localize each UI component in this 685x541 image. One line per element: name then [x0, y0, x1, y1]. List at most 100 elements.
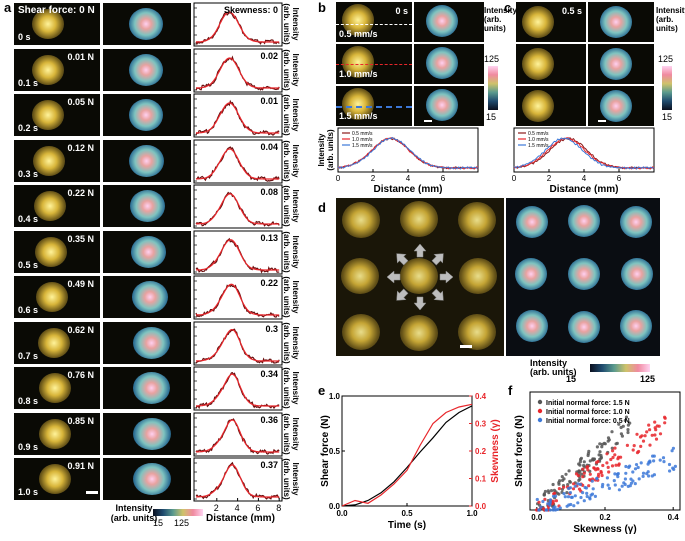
profile-fit: [196, 283, 280, 316]
scatter-point: [635, 432, 639, 436]
panel-a-yellow-tile: 0.6 s 0.49 N: [14, 276, 100, 318]
panel-a-color-tile: [103, 139, 191, 182]
panel-d-arrows: [386, 243, 454, 311]
panel-a-time: 0.3 s: [18, 168, 39, 179]
scatter-point: [588, 496, 592, 500]
panel-b-tile-5: [414, 44, 484, 84]
scatter-point: [585, 491, 589, 495]
scatter-point: [670, 449, 674, 453]
scatter-point: [566, 483, 570, 487]
panel-c-tile-3: [516, 86, 586, 126]
scatter-point: [663, 416, 667, 420]
scatter-point: [572, 482, 576, 486]
y2-tick-label: 0.2: [475, 447, 487, 456]
scatter-point: [648, 428, 652, 432]
scatter-point: [581, 491, 585, 495]
scatter-point: [565, 491, 569, 495]
scatter-point: [639, 461, 643, 465]
scatter-point: [667, 462, 672, 467]
panel-a-colorbar: [153, 509, 203, 516]
panel-a-time: 0.6 s: [18, 305, 39, 315]
panel-d-yellow-blob: [342, 202, 380, 238]
scatter-point: [624, 415, 629, 419]
panel-a-color-tile: [103, 3, 191, 45]
panel-label-d: d: [318, 200, 326, 215]
panel-a-profile-plot: 0.36: [193, 412, 283, 456]
scatter-point: [541, 499, 545, 504]
scatter-point: [557, 492, 561, 496]
x-axis-label: Distance (mm): [374, 184, 443, 195]
scatter-point: [581, 467, 585, 471]
profile-line: [337, 136, 479, 170]
scatter-point: [598, 442, 602, 446]
x-tick-label: 0.0: [531, 513, 543, 522]
scatter-point: [569, 502, 573, 507]
skew-value: 0.37: [260, 460, 278, 470]
scatter-point: [628, 484, 632, 488]
scatter-point: [581, 475, 585, 479]
scatter-point: [576, 482, 580, 486]
panel-d-colorbar-min: 15: [566, 374, 577, 384]
panel-a-time: 0.1 s: [18, 77, 39, 88]
direction-arrow-icon: [431, 253, 444, 266]
scatter-point: [584, 486, 588, 490]
scatter-point: [638, 435, 643, 439]
scatter-point: [576, 474, 580, 478]
panel-c-colorbar-min: 15: [662, 112, 673, 122]
panel-d-color-blob: [620, 310, 653, 343]
scatter-point: [542, 493, 546, 497]
legend-label: 1.5 mm/s: [528, 143, 549, 149]
y2-axis-label-text: Skewness (γ): [490, 419, 501, 482]
scatter-point: [650, 474, 654, 478]
direction-arrow-icon: [396, 253, 409, 266]
y-label-line1: Intensity: [317, 133, 326, 166]
panel-b-colorbar-min: 15: [486, 112, 497, 122]
y2-tick-label: 0.4: [475, 392, 487, 401]
panel-a-xlabel: Distance (mm): [206, 513, 275, 524]
scatter-point: [616, 475, 620, 479]
panel-b-speed-2: 1.5 mm/s: [339, 111, 378, 121]
scatter-point: [588, 472, 592, 476]
panel-a-force: 0.22 N: [67, 188, 94, 198]
direction-arrow-icon: [413, 243, 427, 258]
scatter-point: [587, 484, 591, 488]
arrow-shape: [386, 270, 401, 284]
x-tick-label: 0.0: [336, 509, 348, 518]
legend-marker: [537, 408, 543, 414]
legend-label: 0.5 mm/s: [528, 131, 549, 137]
panel-a-color-tile: [103, 458, 191, 500]
panel-d-color-blob: [515, 258, 547, 290]
scatter-point: [563, 495, 567, 499]
y-tick-label: 1.0: [329, 392, 341, 401]
scatter-point: [552, 488, 556, 492]
panel-label-b: b: [318, 0, 326, 15]
panel-label-e: e: [318, 383, 326, 398]
panel-a-color-tile: [103, 321, 191, 364]
scatter-point: [578, 482, 582, 487]
scatter-point: [537, 508, 541, 512]
scatter-point: [626, 423, 630, 427]
panel-c-tile-6: [588, 86, 654, 126]
scatter-point: [551, 482, 555, 487]
scatter-point: [553, 494, 558, 498]
skewness-line: [341, 403, 473, 507]
scatter-point: [620, 484, 624, 488]
panel-a-profile-plot: Skewness: 0: [193, 2, 283, 47]
scatter-point: [619, 432, 623, 436]
scatter-point: [577, 487, 582, 491]
panel-a-xtick-label: 4: [234, 503, 240, 513]
scatter-point: [671, 446, 675, 450]
panel-d-colorbar-label: Intensity (arb. units): [530, 358, 577, 377]
scatter-point: [544, 508, 548, 512]
scatter-point: [582, 499, 586, 503]
scatter-point: [599, 455, 603, 460]
scatter-point: [561, 478, 565, 482]
scatter-point: [606, 483, 610, 487]
panel-d-color-blob: [568, 205, 600, 237]
scatter-point: [537, 500, 541, 504]
scatter-point: [596, 459, 600, 464]
scatter-point: [619, 425, 623, 430]
scatter-point: [607, 470, 611, 474]
